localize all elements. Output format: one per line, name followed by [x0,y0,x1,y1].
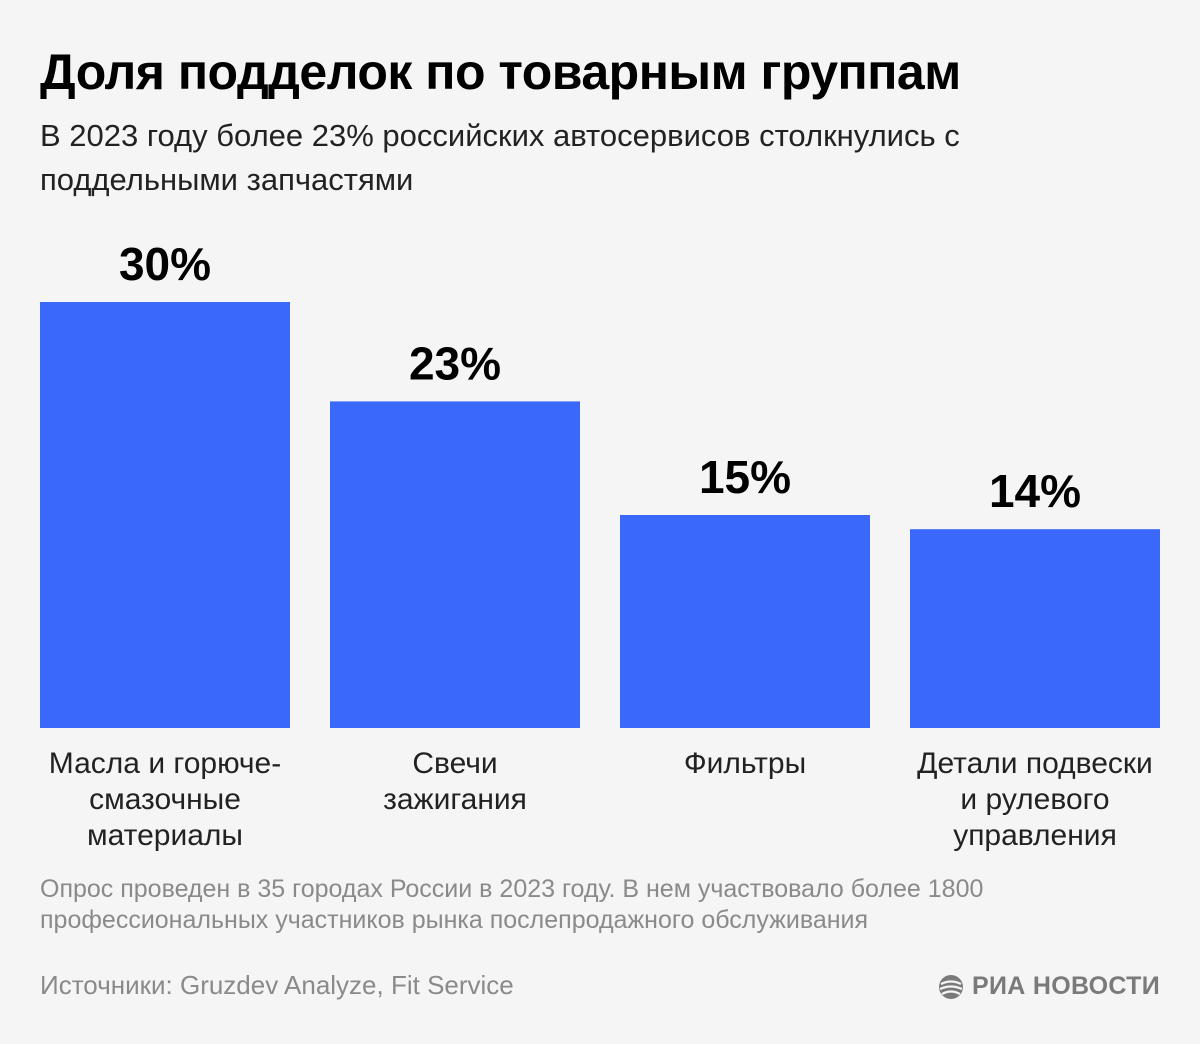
bar-1 [40,302,290,728]
bar-4 [910,529,1160,728]
ria-novosti-logo: РИА НОВОСТИ [938,972,1160,1001]
value-label-3: 15% [699,451,791,503]
chart-title: Доля подделок по товарным группам [40,44,961,100]
value-label-4: 14% [989,465,1081,517]
value-label-2: 23% [409,337,501,389]
category-labels: Масла и горюче- смазочные материалы Свечи… [0,746,1200,866]
category-label-3: Фильтры [683,747,807,780]
bar-2 [330,401,580,728]
category-label-2: Свечи зажигания [383,747,527,816]
ria-logo-icon [939,974,963,999]
category-label-4: Детали подвески и рулевого управления [917,747,1153,852]
chart-subtitle: В 2023 году более 23% российских автосер… [40,118,960,197]
bar-3 [620,515,870,728]
category-label-1: Масла и горюче- смазочные материалы [48,747,282,852]
value-label-1: 30% [119,238,211,290]
bar-chart: 30% 23% 15% 14% [40,238,1160,728]
survey-note: Опрос проведен в 35 городах России в 202… [40,875,984,934]
source-line: Источники: Gruzdev Analyze, Fit Service [40,970,514,1000]
logo-text: РИА НОВОСТИ [972,972,1160,1000]
